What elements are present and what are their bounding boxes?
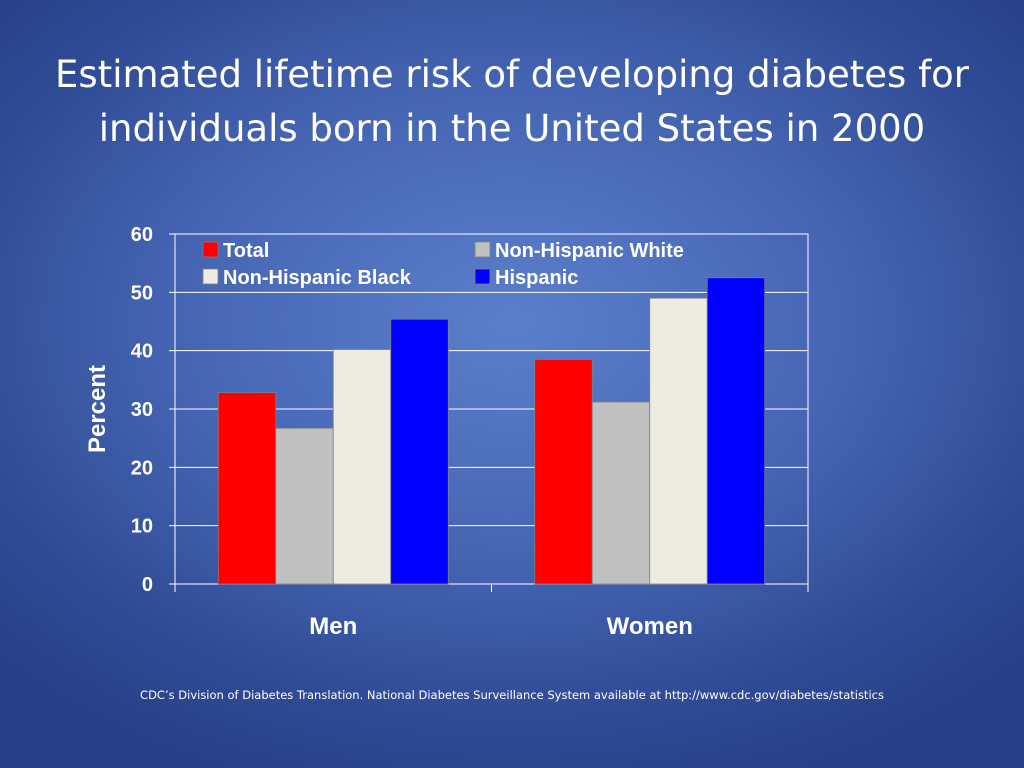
legend-label: Total: [223, 240, 269, 262]
y-tick-label: 40: [131, 341, 153, 363]
legend-label: Hispanic: [495, 267, 578, 289]
x-category-label-women: Women: [607, 613, 693, 640]
legend-item-non-hispanic-black: Non-Hispanic Black: [202, 267, 412, 289]
x-category-label-men: Men: [309, 613, 357, 640]
legend-item-non-hispanic-white: Non-Hispanic White: [474, 240, 684, 262]
y-tick-label: 50: [131, 282, 153, 304]
legend-label: Non-Hispanic Black: [223, 267, 412, 289]
bar-non-hispanic-black-men: [332, 349, 392, 585]
bar-total-women: [534, 359, 593, 585]
legend-swatch: [474, 268, 491, 285]
y-tick-label: 60: [131, 224, 153, 246]
bar-hispanic-men: [390, 318, 449, 585]
legend-swatch: [202, 241, 219, 258]
slide-title-line-2: individuals born in the United States in…: [98, 107, 926, 150]
y-tick-label: 10: [131, 516, 153, 538]
bar-non-hispanic-white-women: [591, 401, 651, 585]
legend-item-total: Total: [202, 240, 269, 262]
legend-swatch: [474, 241, 491, 258]
source-citation: CDC’s Division of Diabetes Translation. …: [140, 688, 884, 702]
y-tick-label: 20: [131, 457, 153, 479]
y-tick-label: 30: [131, 399, 153, 421]
bar-non-hispanic-black-women: [649, 297, 708, 585]
slide-title-line-1: Estimated lifetime risk of developing di…: [55, 53, 969, 96]
legend-swatch: [202, 268, 219, 285]
legend-item-hispanic: Hispanic: [474, 267, 578, 289]
y-tick-label: 0: [142, 574, 153, 596]
y-axis-title: Percent: [84, 365, 111, 453]
bar-non-hispanic-white-men: [275, 427, 334, 585]
slide-title: Estimated lifetime risk of developing di…: [40, 48, 984, 156]
bar-hispanic-women: [706, 277, 766, 585]
bar-total-men: [217, 392, 277, 585]
legend-label: Non-Hispanic White: [495, 240, 684, 262]
